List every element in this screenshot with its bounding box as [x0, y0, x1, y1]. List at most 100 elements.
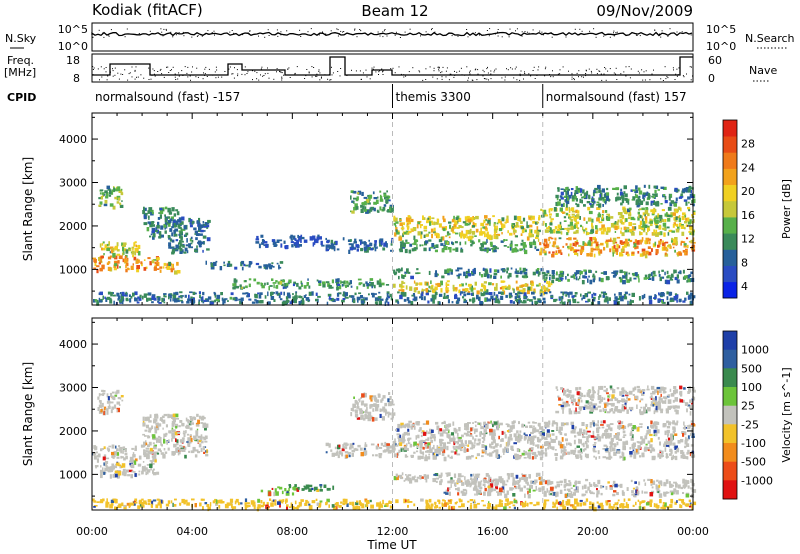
heatmap-cell — [622, 280, 626, 285]
heatmap-cell — [467, 223, 470, 226]
heatmap-cell — [136, 259, 140, 263]
heatmap-cell — [591, 222, 593, 227]
heatmap-cell — [111, 395, 114, 400]
heatmap-cell — [649, 218, 652, 222]
heatmap-cell — [203, 299, 207, 302]
heatmap-cell — [170, 218, 173, 222]
heatmap-cell — [574, 251, 577, 255]
heatmap-cell — [457, 445, 462, 450]
heatmap-cell — [489, 443, 492, 448]
heatmap-cell — [152, 236, 155, 240]
heatmap-cell — [379, 190, 382, 193]
heatmap-cell — [446, 241, 449, 245]
heatmap-cell — [125, 455, 128, 460]
heatmap-cell — [508, 438, 511, 442]
heatmap-cell — [479, 231, 483, 236]
heatmap-cell — [164, 217, 168, 223]
heatmap-cell — [675, 197, 678, 202]
nave-dot — [258, 79, 260, 81]
search-noise-dot — [248, 33, 250, 35]
heatmap-cell — [457, 226, 460, 229]
heatmap-cell — [352, 299, 356, 304]
nave-dot — [487, 72, 489, 74]
heatmap-cell — [354, 409, 358, 414]
heatmap-cell — [555, 456, 558, 461]
heatmap-cell — [395, 271, 398, 274]
heatmap-cell — [121, 252, 124, 256]
heatmap-cell — [448, 429, 450, 434]
heatmap-cell — [357, 190, 362, 195]
nave-dot — [308, 71, 310, 73]
nave-dot — [122, 74, 124, 75]
heatmap-cell — [538, 271, 541, 275]
heatmap-cell — [119, 465, 122, 469]
heatmap-cell — [115, 462, 120, 466]
heatmap-cell — [509, 425, 514, 430]
heatmap-cell — [347, 239, 352, 242]
heatmap-cell — [574, 447, 577, 450]
heatmap-cell — [672, 442, 676, 446]
heatmap-cell — [207, 296, 212, 300]
heatmap-cell — [445, 226, 447, 231]
heatmap-cell — [574, 250, 578, 253]
heatmap-cell — [613, 244, 616, 249]
heatmap-cell — [529, 244, 533, 248]
nave-dot — [264, 73, 266, 75]
heatmap-cell — [162, 419, 166, 424]
nave-dot — [148, 67, 150, 69]
heatmap-cell — [138, 470, 141, 473]
heatmap-cell — [519, 430, 522, 433]
heatmap-cell — [185, 425, 187, 429]
search-noise-dot — [339, 33, 341, 35]
nave-dot — [165, 74, 167, 76]
heatmap-cell — [355, 206, 359, 210]
nave-dot — [92, 74, 94, 76]
heatmap-cell — [248, 283, 251, 288]
heatmap-cell — [151, 425, 154, 430]
heatmap-cell — [676, 252, 680, 255]
heatmap-cell — [693, 210, 696, 213]
heatmap-cell — [168, 242, 172, 246]
heatmap-cell — [667, 218, 671, 222]
heatmap-cell — [322, 283, 326, 288]
search-noise-dot — [589, 30, 591, 32]
heatmap-cell — [146, 293, 149, 296]
heatmap-cell — [533, 239, 535, 243]
heatmap-cell — [351, 210, 355, 214]
nave-dot — [601, 79, 603, 81]
heatmap-cell — [598, 212, 601, 216]
heatmap-cell — [355, 198, 359, 202]
heatmap-cell — [572, 449, 577, 453]
heatmap-cell — [402, 246, 406, 249]
nave-dot — [216, 69, 218, 71]
heatmap-cell — [369, 395, 374, 400]
freq-panel-frame — [91, 53, 694, 83]
heatmap-cell — [608, 451, 611, 456]
heatmap-cell — [155, 422, 159, 426]
heatmap-cell — [556, 246, 560, 249]
heatmap-cell — [492, 215, 495, 218]
heatmap-cell — [268, 263, 271, 268]
nave-dot — [306, 69, 308, 70]
heatmap-cell — [94, 465, 99, 468]
heatmap-cell — [134, 241, 137, 244]
nave-dot — [469, 71, 470, 73]
heatmap-cell — [530, 281, 534, 287]
heatmap-cell — [243, 286, 245, 289]
heatmap-cell — [422, 440, 426, 442]
heatmap-cell — [560, 228, 565, 230]
heatmap-cell — [535, 221, 538, 225]
heatmap-cell — [305, 294, 307, 296]
heatmap-cell — [161, 418, 163, 422]
heatmap-cell — [277, 486, 280, 489]
heatmap-cell — [388, 195, 391, 199]
heatmap-cell — [465, 456, 469, 460]
heatmap-cell — [137, 296, 141, 299]
heatmap-cell — [144, 429, 148, 432]
nave-dot — [221, 76, 223, 78]
heatmap-cell — [540, 293, 543, 297]
heatmap-cell — [422, 446, 425, 450]
heatmap-cell — [119, 204, 124, 208]
nave-dot — [519, 79, 521, 81]
heatmap-cell — [99, 400, 102, 405]
